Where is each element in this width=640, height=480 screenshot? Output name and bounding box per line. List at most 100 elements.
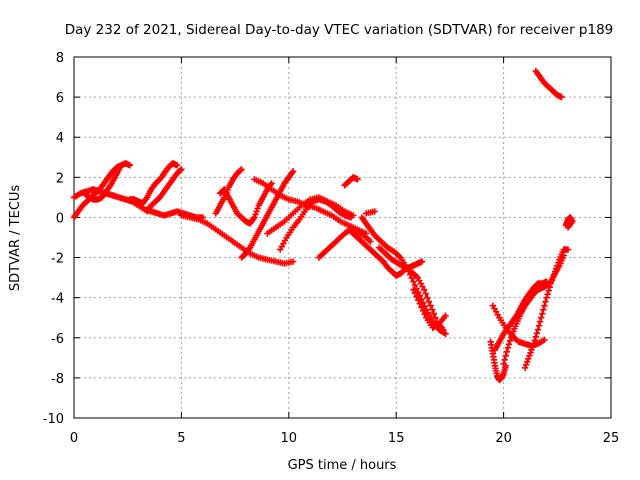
data-point bbox=[543, 278, 550, 285]
data-point bbox=[115, 166, 123, 173]
data-point bbox=[430, 310, 437, 317]
data-point bbox=[540, 306, 547, 313]
series-arc-e bbox=[143, 166, 185, 215]
data-point bbox=[410, 278, 417, 285]
data-point bbox=[408, 274, 415, 282]
data-point bbox=[425, 298, 433, 305]
data-points bbox=[70, 67, 576, 384]
data-point bbox=[237, 167, 244, 174]
data-point bbox=[367, 238, 374, 245]
data-point bbox=[527, 349, 534, 357]
tick-labels: 0 5 10 15 20 25 -10 -8 -6 -4 -2 0 2 4 6 8 bbox=[43, 51, 620, 446]
data-point bbox=[411, 281, 419, 289]
data-point bbox=[442, 312, 449, 319]
data-point bbox=[501, 356, 508, 364]
series-arc-t bbox=[487, 338, 509, 384]
y-tick-label: 6 bbox=[56, 91, 64, 106]
plot-frame bbox=[73, 56, 612, 419]
series-arc-c bbox=[81, 166, 123, 203]
data-point bbox=[525, 355, 532, 363]
chart-title: Day 232 of 2021, Sidereal Day-to-day VTE… bbox=[65, 22, 614, 38]
data-point bbox=[415, 296, 422, 304]
data-point bbox=[427, 302, 434, 309]
data-point bbox=[541, 302, 548, 309]
series-arc-g bbox=[212, 166, 245, 217]
x-tick-label: 10 bbox=[281, 431, 298, 446]
data-point bbox=[555, 259, 562, 266]
data-point bbox=[524, 358, 531, 366]
data-point bbox=[545, 287, 552, 294]
series-arc-s bbox=[362, 208, 378, 217]
data-point bbox=[251, 214, 258, 221]
data-point bbox=[558, 93, 565, 101]
data-point bbox=[530, 340, 537, 347]
series-arc-y bbox=[562, 214, 576, 231]
data-point bbox=[371, 208, 378, 215]
data-point bbox=[416, 300, 424, 307]
data-point bbox=[541, 336, 548, 343]
data-point bbox=[410, 286, 417, 293]
series-arc-h bbox=[216, 180, 275, 227]
y-tick-label: 4 bbox=[56, 131, 64, 146]
data-point bbox=[529, 343, 536, 351]
data-point bbox=[289, 168, 297, 175]
data-point bbox=[502, 352, 509, 360]
x-tick-label: 15 bbox=[388, 431, 405, 446]
data-point bbox=[543, 294, 550, 301]
data-point bbox=[531, 337, 538, 344]
data-point bbox=[126, 162, 134, 169]
data-point bbox=[424, 294, 431, 301]
data-point bbox=[268, 180, 275, 187]
data-point bbox=[564, 246, 572, 253]
data-point bbox=[503, 348, 511, 356]
x-tick-label: 5 bbox=[177, 431, 185, 446]
data-point bbox=[252, 211, 259, 218]
data-point bbox=[547, 280, 555, 287]
y-tick-label: 8 bbox=[56, 51, 64, 66]
y-tick-label: -2 bbox=[51, 252, 64, 267]
data-point bbox=[253, 208, 260, 215]
data-point bbox=[418, 303, 425, 311]
data-point bbox=[548, 277, 556, 284]
data-point bbox=[178, 166, 185, 173]
data-point bbox=[419, 307, 427, 314]
data-point bbox=[537, 314, 545, 321]
data-point bbox=[522, 361, 530, 369]
data-point bbox=[500, 360, 507, 368]
data-point bbox=[544, 290, 551, 298]
data-point bbox=[238, 166, 245, 173]
data-point bbox=[413, 293, 420, 300]
data-point bbox=[539, 310, 546, 317]
series-arc-w bbox=[491, 278, 550, 354]
data-point bbox=[421, 302, 428, 310]
data-point bbox=[532, 333, 540, 340]
data-point bbox=[506, 337, 514, 344]
data-point bbox=[521, 364, 529, 372]
series-arc-x bbox=[521, 246, 572, 372]
data-point bbox=[542, 298, 549, 305]
data-point bbox=[504, 344, 512, 352]
data-point bbox=[546, 283, 553, 291]
data-point bbox=[442, 330, 449, 337]
data-point bbox=[422, 290, 429, 297]
x-tick-label: 25 bbox=[603, 431, 620, 446]
x-tick-label: 20 bbox=[495, 431, 512, 446]
data-point bbox=[550, 271, 558, 278]
data-point bbox=[419, 299, 427, 306]
series-arc-z bbox=[532, 67, 565, 101]
axis-ticks bbox=[73, 56, 612, 419]
data-point bbox=[526, 352, 533, 360]
y-tick-label: -8 bbox=[51, 372, 64, 387]
data-point bbox=[553, 265, 560, 272]
series-arc-r bbox=[410, 286, 449, 331]
series-arc-o bbox=[345, 226, 426, 279]
x-tick-label: 0 bbox=[70, 431, 78, 446]
data-point bbox=[421, 311, 428, 318]
data-point bbox=[528, 346, 535, 354]
data-point bbox=[564, 224, 572, 231]
y-tick-label: 0 bbox=[56, 211, 64, 226]
data-point bbox=[549, 274, 557, 281]
data-point bbox=[289, 258, 297, 265]
data-point bbox=[177, 167, 184, 174]
